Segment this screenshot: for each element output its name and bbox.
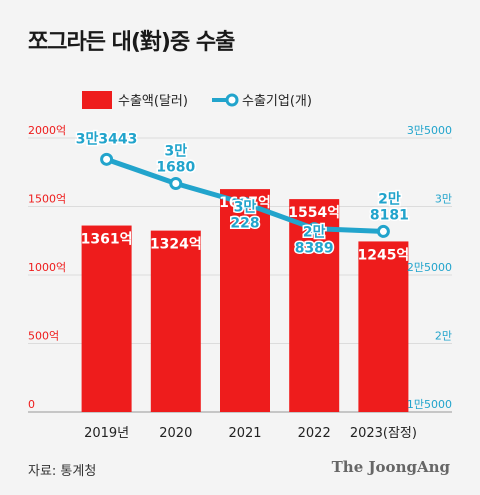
line-value-label: 2만 <box>303 225 326 241</box>
left-tick-label: 2000억 <box>28 124 66 137</box>
legend-label-bar: 수출액(달러) <box>118 94 188 109</box>
line-value-label: 8389 <box>295 241 334 257</box>
category-label: 2022 <box>298 426 331 441</box>
category-label: 2021 <box>228 426 261 441</box>
legend-swatch-bar <box>82 91 112 109</box>
chart-title: 쪼그라든 대(對)중 수출 <box>28 30 235 55</box>
bar-value-label: 1361억 <box>81 232 133 248</box>
line-point <box>376 224 390 238</box>
source-note: 자료: 통계청 <box>28 464 97 479</box>
legend-marker <box>225 93 239 107</box>
right-tick-label: 2만5000 <box>407 261 452 274</box>
bar <box>220 189 270 412</box>
line-value-label: 3만 <box>164 143 187 159</box>
category-label: 2020 <box>159 426 192 441</box>
line-value-label: 1680 <box>156 159 195 175</box>
bar-value-label: 1324억 <box>150 237 202 253</box>
right-tick-label: 3만5000 <box>407 124 452 137</box>
line-point <box>307 222 321 236</box>
line-value-label: 3만 <box>234 199 257 215</box>
line-value-label: 228 <box>230 215 259 231</box>
legend: 수출액(달러) 수출기업(개) <box>82 91 312 109</box>
left-tick-label: 1500억 <box>28 193 66 206</box>
right-tick-label: 2만 <box>435 330 452 343</box>
line-value-label: 3만3443 <box>76 131 138 147</box>
category-label: 2023(잠정) <box>350 426 417 441</box>
bar-value-label: 1627억 <box>219 195 271 211</box>
line-point <box>100 152 114 166</box>
left-tick-label: 0 <box>28 398 35 411</box>
brand-logo: The JoongAng <box>331 458 450 476</box>
bar <box>81 225 132 412</box>
right-tick-label: 3만 <box>435 193 452 206</box>
left-tick-label: 1000억 <box>28 261 66 274</box>
bars <box>81 189 409 412</box>
line-point <box>238 196 252 210</box>
left-tick-label: 500억 <box>28 330 59 343</box>
legend-label-line: 수출기업(개) <box>242 94 312 109</box>
right-tick-label: 1만5000 <box>407 398 452 411</box>
bar <box>358 241 409 412</box>
line-value-label: 8181 <box>370 207 409 223</box>
axes: 0 500억 1000억 1500억 2000억 1만5000 2만 2만5000 3만 3만50… <box>28 124 452 441</box>
category-label: 2019년 <box>84 426 129 441</box>
line-value-label: 2만 <box>378 191 401 207</box>
bar-value-label: 1245억 <box>357 247 409 263</box>
bar <box>150 230 201 412</box>
bar-value-label: 1554억 <box>288 205 340 221</box>
line-series <box>100 152 390 238</box>
line-point <box>169 176 183 190</box>
data-labels: 1361억 1324억1627억1554억1245억3만34433만16803만2… <box>74 130 410 264</box>
